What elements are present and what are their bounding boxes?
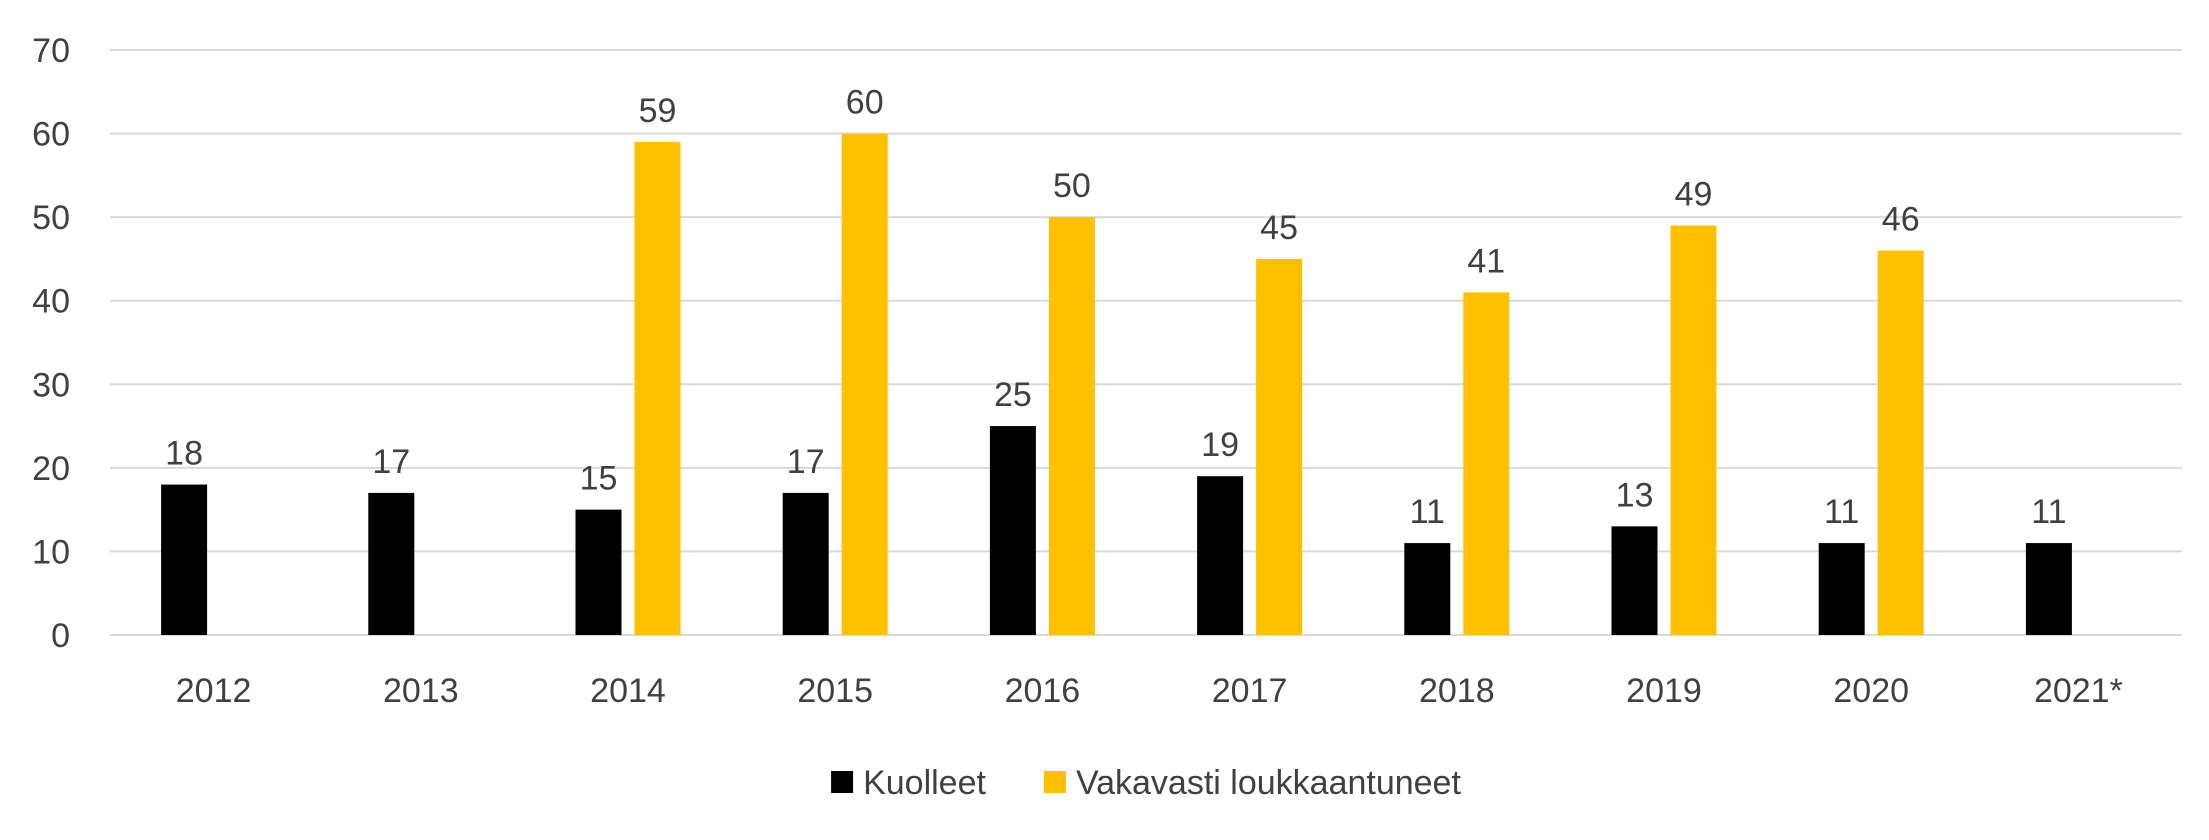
data-label: 11 (1824, 493, 1859, 531)
y-tick-label: 10 (32, 533, 70, 571)
x-tick-label: 2012 (176, 672, 252, 710)
data-label: 49 (1675, 176, 1713, 214)
x-tick-label: 2020 (1833, 672, 1909, 710)
x-tick-label: 2019 (1626, 672, 1702, 710)
bar-kuolleet (1818, 543, 1865, 635)
data-label: 17 (372, 443, 410, 481)
y-tick-label: 20 (32, 450, 70, 488)
bar-vakavasti-loukkaantuneet (1463, 292, 1510, 635)
bar-vakavasti-loukkaantuneet (1670, 225, 1717, 635)
y-tick-label: 70 (32, 32, 70, 70)
legend: Kuolleet Vakavasti loukkaantuneet (831, 764, 1461, 802)
data-label: 15 (580, 460, 618, 498)
bar-kuolleet (1404, 543, 1451, 635)
x-tick-label: 2014 (590, 672, 666, 710)
x-tick-label: 2021* (2034, 672, 2123, 710)
x-tick-label: 2015 (797, 672, 873, 710)
y-tick-label: 60 (32, 116, 70, 154)
bars (161, 133, 2072, 636)
x-tick-label: 2013 (383, 672, 459, 710)
x-tick-label: 2017 (1212, 672, 1288, 710)
data-label: 13 (1616, 476, 1654, 514)
x-tick-label: 2018 (1419, 672, 1495, 710)
data-label: 19 (1201, 426, 1239, 464)
gridlines (110, 49, 2182, 636)
data-label: 59 (639, 92, 677, 130)
bar-kuolleet (575, 509, 622, 635)
bar-vakavasti-loukkaantuneet (1048, 217, 1095, 635)
data-label: 11 (1410, 493, 1445, 531)
data-label: 60 (846, 84, 884, 122)
legend-label-kuolleet: Kuolleet (863, 764, 986, 802)
data-label: 50 (1053, 167, 1091, 205)
data-label: 11 (2031, 493, 2066, 531)
data-label: 41 (1467, 242, 1505, 280)
bar-vakavasti-loukkaantuneet (634, 141, 681, 635)
y-tick-label: 0 (51, 617, 70, 655)
data-label: 45 (1260, 209, 1298, 247)
bar-kuolleet (1197, 476, 1244, 635)
data-label: 18 (165, 435, 203, 473)
legend-swatch-kuolleet (831, 771, 854, 793)
bar-kuolleet (368, 492, 415, 635)
bar-vakavasti-loukkaantuneet (841, 133, 888, 636)
legend-label-vakavasti-loukkaantuneet: Vakavasti loukkaantuneet (1076, 764, 1462, 802)
bar-kuolleet (782, 492, 829, 635)
data-label: 46 (1882, 201, 1920, 239)
x-tick-label: 2016 (1005, 672, 1081, 710)
legend-swatch-vakavasti-loukkaantuneet (1043, 771, 1066, 793)
y-tick-label: 50 (32, 199, 70, 237)
data-label: 25 (994, 376, 1032, 414)
bar-kuolleet (2025, 543, 2072, 635)
data-label: 17 (787, 443, 825, 481)
data-labels: 18 17 15 59 17 60 25 50 19 45 11 41 13 49 11 46 11 (165, 84, 2066, 531)
x-axis: 2012 2013 2014 2015 2016 2017 2018 2019 2020 2021… (176, 672, 2123, 710)
bar-vakavasti-loukkaantuneet (1877, 250, 1924, 636)
y-axis: 0 10 20 30 40 50 60 70 (32, 32, 70, 655)
bar-kuolleet (1611, 526, 1658, 635)
y-tick-label: 30 (32, 366, 70, 404)
bar-kuolleet (989, 426, 1036, 635)
bar-kuolleet (161, 484, 208, 635)
y-tick-label: 40 (32, 283, 70, 321)
bar-vakavasti-loukkaantuneet (1256, 258, 1303, 635)
